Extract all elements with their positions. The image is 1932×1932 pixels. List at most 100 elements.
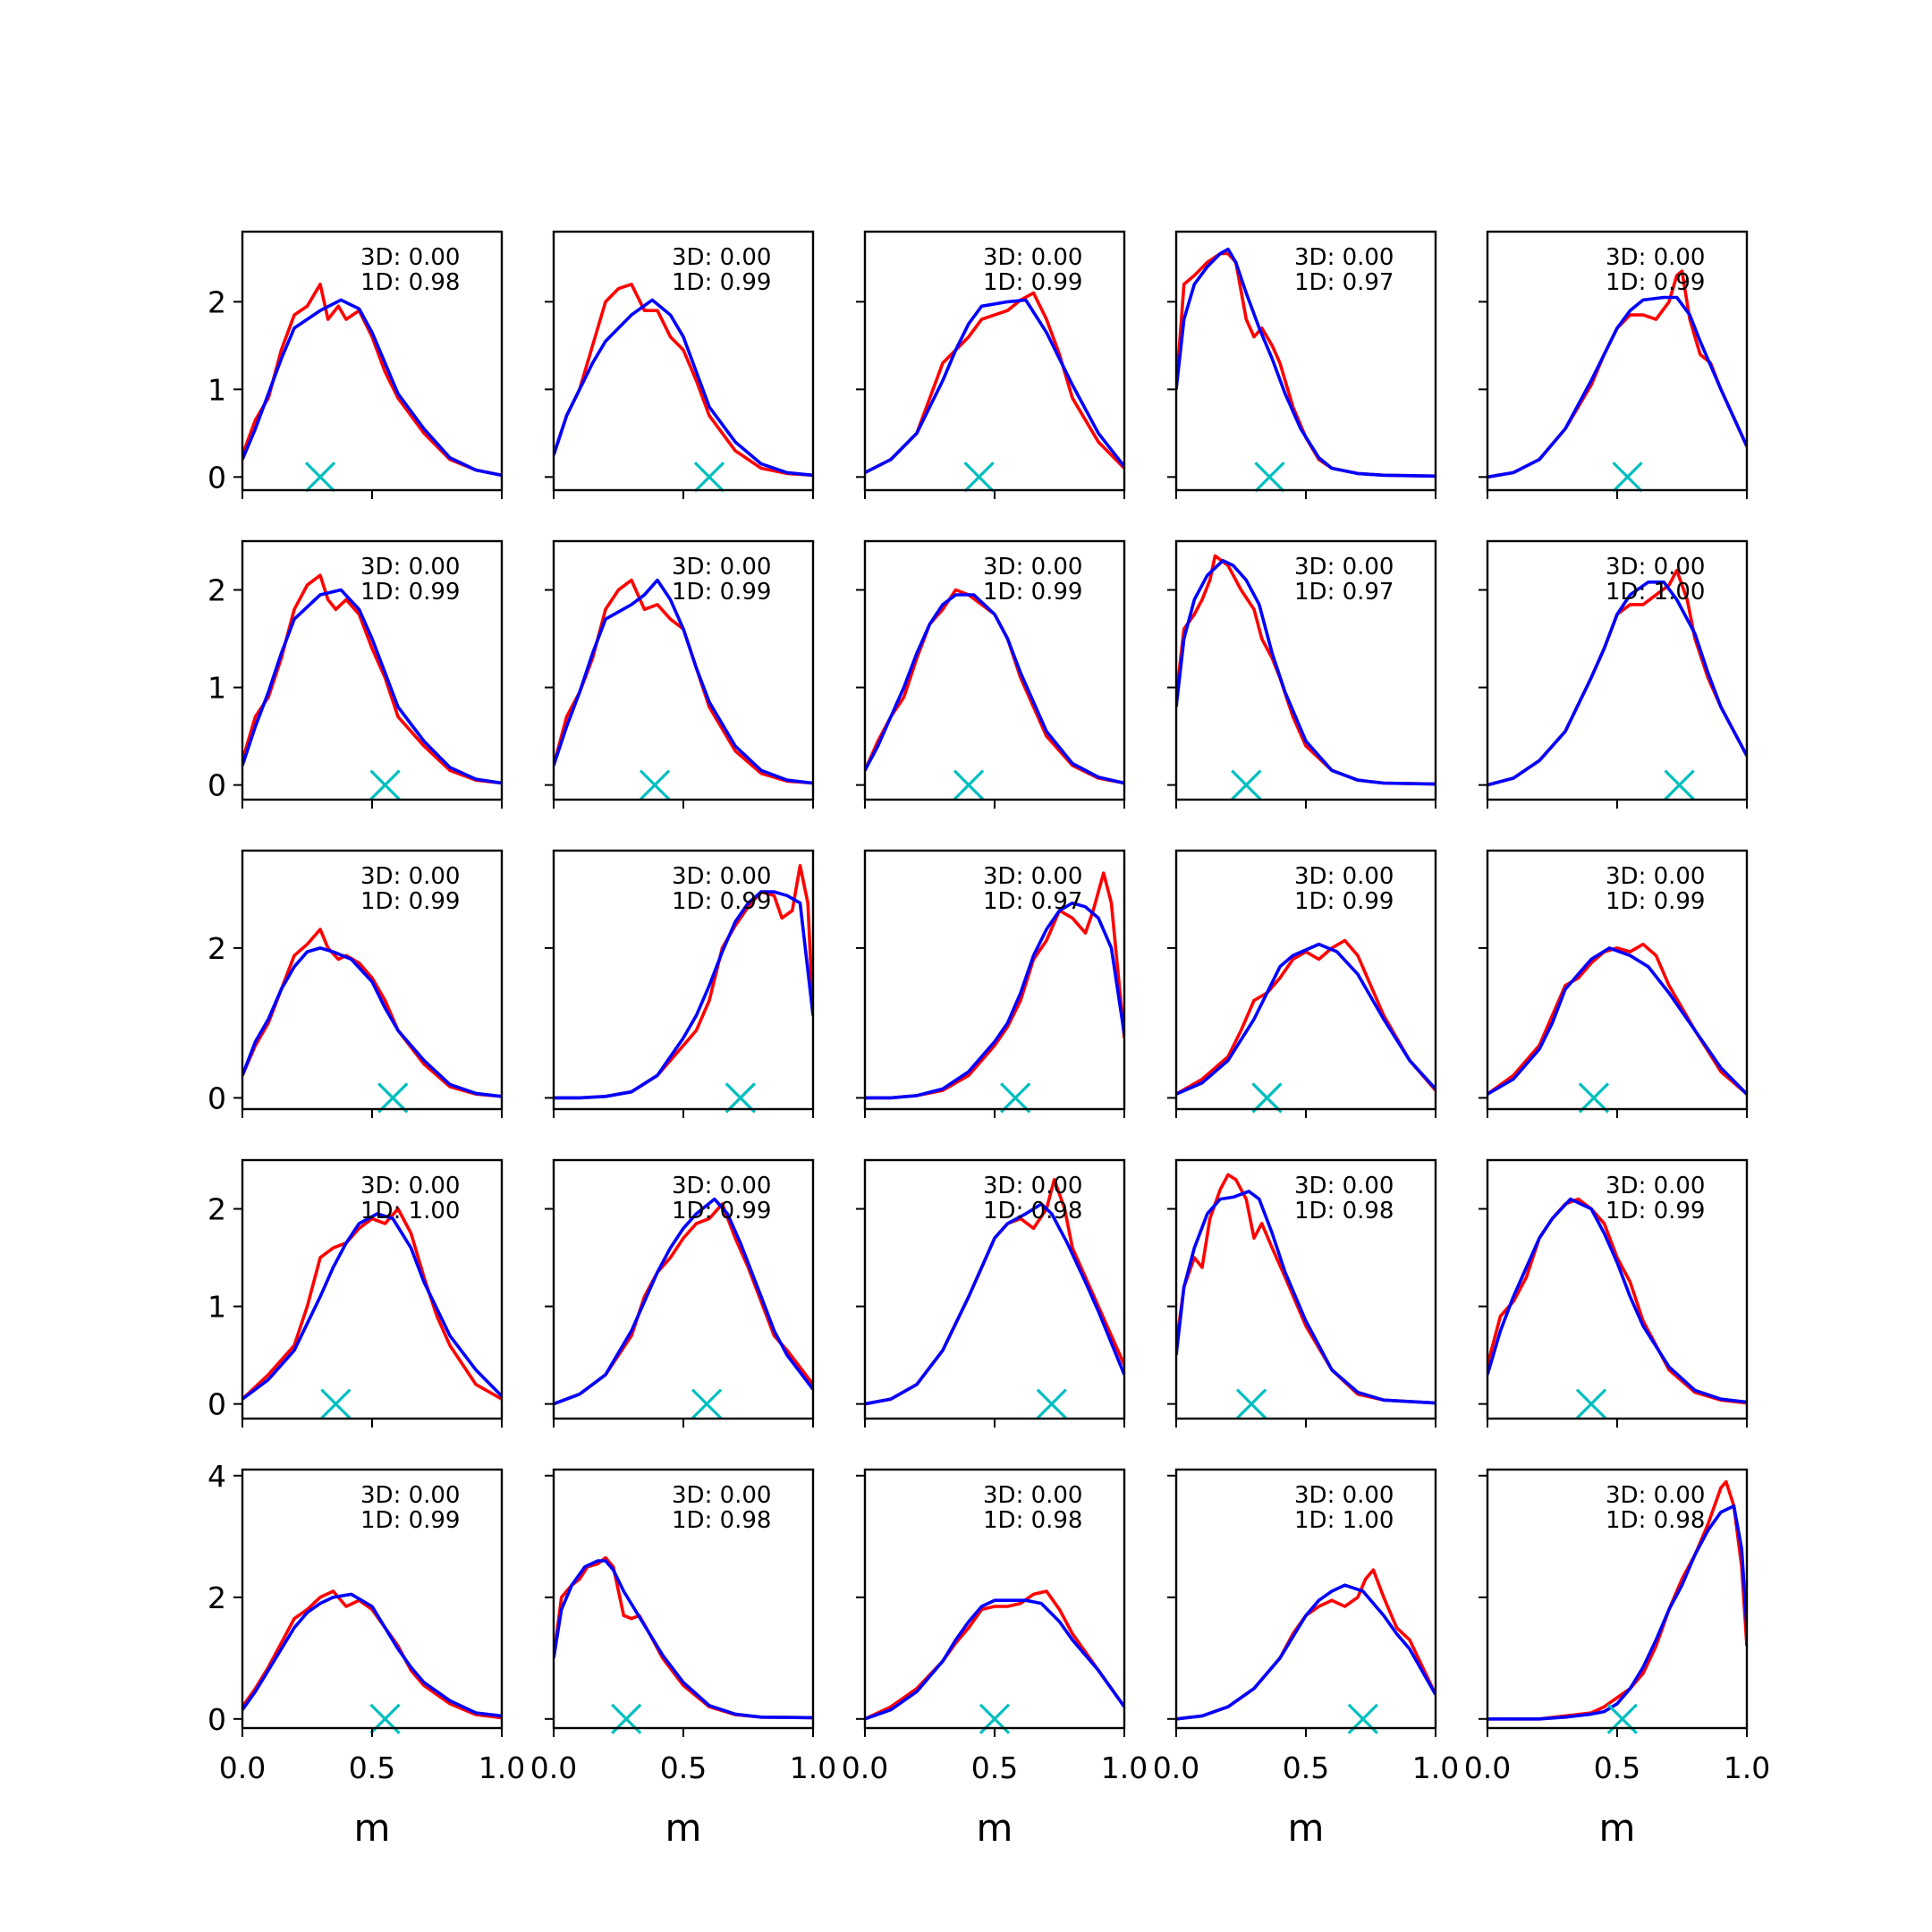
x-axis-label: m [665,1806,702,1850]
x-axis-label: m [977,1806,1013,1850]
metric-1d-label: 1D: 0.99 [672,1198,771,1224]
blue-curve [554,298,813,478]
x-tick-label: 0.5 [349,1750,395,1785]
blue-curve [554,890,813,1100]
x-tick-label: 0.5 [1283,1750,1329,1785]
x-tick-label: 1.0 [479,1750,525,1785]
cross-marker [1000,1082,1031,1114]
blue-curve [1176,247,1436,479]
metric-1d-label: 1D: 0.99 [1294,888,1394,915]
cross-marker [320,1388,352,1419]
blue-curve [554,578,813,785]
x-tick-label: 0.0 [219,1750,266,1785]
metric-3d-label: 3D: 0.00 [360,863,460,890]
metric-1d-label: 1D: 0.99 [360,579,460,606]
x-tick-label: 1.0 [790,1750,836,1785]
x-tick-label: 0.0 [1464,1750,1511,1785]
red-curve [242,283,502,478]
y-tick-label: 2 [208,1580,226,1615]
metric-3d-label: 3D: 0.00 [360,244,460,271]
cross-marker [963,462,995,493]
y-tick-label: 0 [208,1387,226,1422]
metric-1d-label: 1D: 0.98 [360,269,460,296]
metric-3d-label: 3D: 0.00 [1294,244,1394,271]
metric-1d-label: 1D: 0.99 [360,888,460,915]
x-axis-label: m [354,1806,391,1850]
cross-marker [1664,769,1695,801]
metric-1d-label: 1D: 1.00 [1606,579,1705,606]
cross-marker [1578,1082,1610,1114]
x-tick-label: 0.0 [1153,1750,1199,1785]
metric-1d-label: 1D: 0.98 [1294,1198,1394,1224]
metric-1d-label: 1D: 0.98 [983,1198,1082,1224]
metric-1d-label: 1D: 1.00 [1294,1507,1394,1534]
metric-3d-label: 3D: 0.00 [983,863,1082,890]
blue-curve [554,1559,813,1720]
blue-curve [242,946,502,1098]
metric-3d-label: 3D: 0.00 [1606,554,1705,580]
blue-curve [1487,1504,1747,1721]
metric-1d-label: 1D: 0.98 [1606,1507,1705,1534]
x-tick-label: 0.5 [660,1750,707,1785]
cross-marker [639,769,671,801]
metric-3d-label: 3D: 0.00 [672,1482,771,1509]
blue-curve [1487,580,1747,787]
x-tick-label: 0.5 [971,1750,1018,1785]
metric-1d-label: 1D: 0.97 [1294,269,1394,296]
red-curve [242,1589,502,1720]
metric-3d-label: 3D: 0.00 [1294,554,1394,580]
metric-3d-label: 3D: 0.00 [1294,863,1394,890]
y-tick-label: 0 [208,1080,226,1115]
cross-marker [1612,462,1643,493]
metric-1d-label: 1D: 0.99 [1606,1198,1705,1224]
x-tick-label: 0.0 [842,1750,888,1785]
y-tick-label: 2 [208,573,226,608]
y-tick-label: 0 [208,460,226,495]
metric-1d-label: 1D: 0.98 [983,1507,1082,1534]
x-tick-label: 0.0 [530,1750,577,1785]
metric-1d-label: 1D: 0.99 [672,269,771,296]
metric-3d-label: 3D: 0.00 [1606,863,1705,890]
blue-curve [1176,1583,1436,1721]
cross-marker [304,462,336,493]
blue-curve [865,1202,1124,1406]
metric-1d-label: 1D: 0.99 [1606,888,1705,915]
y-tick-label: 0 [208,1702,226,1737]
metric-3d-label: 3D: 0.00 [360,1482,460,1509]
red-curve [1176,938,1436,1096]
cross-marker [1231,769,1262,801]
y-tick-label: 0 [208,768,226,803]
metric-1d-label: 1D: 0.99 [983,269,1082,296]
blue-curve [242,588,502,785]
cross-marker [377,1082,409,1114]
metric-3d-label: 3D: 0.00 [360,1173,460,1199]
blue-curve [1487,295,1747,479]
metric-3d-label: 3D: 0.00 [1606,1482,1705,1509]
blue-curve [242,1592,502,1718]
cross-marker [369,769,401,801]
blue-curve [242,298,502,478]
x-axis-label: m [1288,1806,1325,1850]
red-curve [554,283,813,478]
